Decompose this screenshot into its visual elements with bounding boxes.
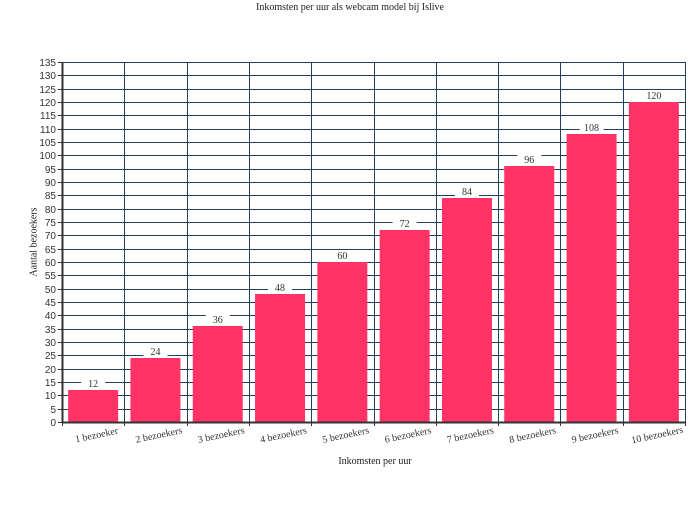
value-label-bg <box>641 90 666 101</box>
y-tick-label: 40 <box>45 311 57 322</box>
y-tick-label: 115 <box>40 111 56 122</box>
y-tick-label: 5 <box>50 405 56 416</box>
x-category-label: 1 bezoeker <box>74 426 120 446</box>
value-label-bg <box>517 154 542 165</box>
x-category-label: 6 bezoekers <box>384 425 433 446</box>
value-label-bg <box>205 314 230 325</box>
y-axis-ticks: 0 5 10 15 20 25 30 35 40 45 50 55 60 65 70 75 80 85 90 95 10… <box>39 58 62 429</box>
value-label-bg <box>268 282 293 293</box>
x-category-label: 2 bezoekers <box>135 425 184 446</box>
value-label-bg <box>454 186 479 197</box>
y-tick-label: 30 <box>45 338 57 349</box>
bars: 12 24 36 48 60 72 84 96 108 120 <box>68 90 679 422</box>
y-tick-label: 15 <box>45 378 57 389</box>
bar <box>317 262 368 422</box>
y-tick-label: 135 <box>39 58 56 69</box>
value-label-bg <box>81 378 106 389</box>
y-tick-label: 75 <box>45 218 57 229</box>
y-tick-label: 60 <box>45 258 57 269</box>
bar <box>441 198 492 422</box>
bar <box>130 358 181 422</box>
value-label-bg <box>330 250 355 261</box>
x-category-label: 10 bezoekers <box>631 425 685 447</box>
x-category-label: 7 bezoekers <box>446 425 495 446</box>
y-tick-label: 80 <box>45 205 57 216</box>
y-tick-label: 70 <box>45 231 57 242</box>
y-tick-label: 50 <box>45 285 57 296</box>
y-tick-label: 20 <box>45 365 57 376</box>
y-tick-label: 0 <box>50 418 56 429</box>
x-axis-ticks: 1 bezoeker 2 bezoekers 3 bezoekers 4 bezoek… <box>62 422 686 447</box>
y-tick-label: 25 <box>45 351 57 362</box>
bar <box>192 326 243 422</box>
bar-value-label: 72 <box>400 219 410 230</box>
x-axis-label: Inkomsten per uur <box>338 456 412 467</box>
y-tick-label: 125 <box>39 85 56 96</box>
y-tick-label: 100 <box>39 151 56 162</box>
x-category-label: 4 bezoekers <box>259 425 308 446</box>
x-category-label: 5 bezoekers <box>321 425 370 446</box>
x-category-label: 9 bezoekers <box>571 425 620 446</box>
bar-value-label: 48 <box>275 283 285 294</box>
y-tick-label: 130 <box>39 71 56 82</box>
bar-value-label: 96 <box>524 155 534 166</box>
y-tick-label: 95 <box>45 165 57 176</box>
chart-title: Inkomsten per uur als webcam model bij I… <box>255 2 444 13</box>
y-tick-label: 35 <box>45 325 57 336</box>
y-tick-label: 110 <box>40 125 56 136</box>
bar-value-label: 84 <box>462 187 472 198</box>
y-tick-label: 55 <box>45 271 57 282</box>
y-tick-label: 85 <box>45 191 57 202</box>
bar-value-label: 12 <box>88 379 98 390</box>
bar-value-label: 36 <box>213 315 223 326</box>
bar <box>68 390 119 422</box>
bar-value-label: 24 <box>150 347 160 358</box>
y-tick-label: 65 <box>45 245 57 256</box>
bar-value-label: 108 <box>584 123 599 134</box>
y-tick-label: 10 <box>45 391 57 402</box>
bar <box>566 134 617 422</box>
x-category-label: 3 bezoekers <box>197 425 246 446</box>
bar-value-label: 120 <box>646 91 661 102</box>
y-tick-label: 90 <box>45 178 57 189</box>
y-tick-label: 105 <box>39 138 56 149</box>
bar <box>379 230 430 422</box>
bar-value-label: 60 <box>337 251 347 262</box>
y-tick-label: 120 <box>39 98 56 109</box>
value-label-bg <box>143 346 168 357</box>
value-label-bg <box>579 122 604 133</box>
value-label-bg <box>392 218 417 229</box>
x-category-label: 8 bezoekers <box>508 425 557 446</box>
bar <box>504 166 555 422</box>
y-tick-label: 45 <box>45 298 57 309</box>
bar <box>628 102 679 422</box>
bar <box>255 294 306 422</box>
